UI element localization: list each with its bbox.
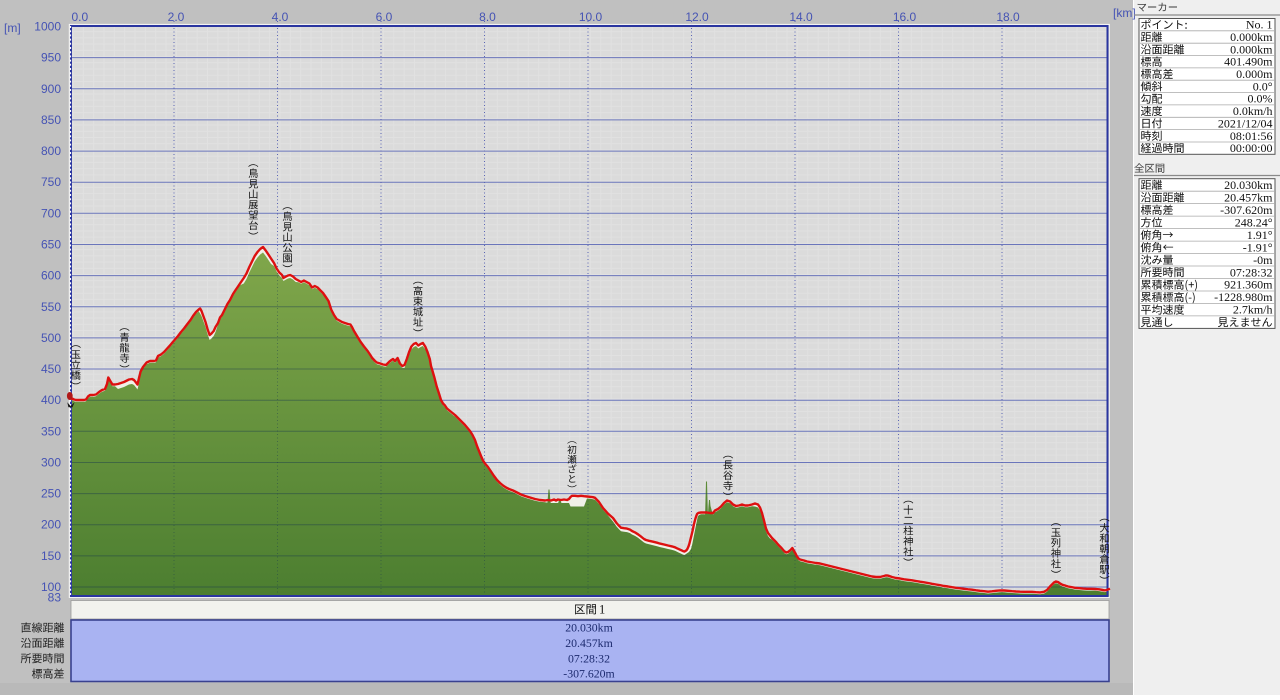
- svg-text:8.0: 8.0: [479, 10, 496, 24]
- svg-text:16.0: 16.0: [893, 10, 917, 24]
- svg-text:400: 400: [41, 393, 61, 407]
- svg-text:0.000km: 0.000km: [1230, 30, 1273, 44]
- svg-text:950: 950: [41, 51, 61, 65]
- svg-text:800: 800: [41, 144, 61, 158]
- svg-text:700: 700: [41, 206, 61, 220]
- svg-text:2021/12/04: 2021/12/04: [1218, 116, 1273, 130]
- svg-text:150: 150: [41, 549, 61, 563]
- svg-text:0.0km/h: 0.0km/h: [1233, 104, 1273, 118]
- svg-text:0.000m: 0.000m: [1236, 67, 1273, 81]
- svg-text:200: 200: [41, 518, 61, 532]
- svg-text:-307.620m: -307.620m: [1220, 203, 1273, 217]
- svg-text:20.030km: 20.030km: [565, 621, 613, 635]
- svg-text:12.0: 12.0: [685, 10, 709, 24]
- svg-text:07:28:32: 07:28:32: [568, 651, 610, 665]
- svg-text:1: 1: [599, 603, 605, 617]
- svg-text:900: 900: [41, 82, 61, 96]
- svg-text:00:00:00: 00:00:00: [1230, 141, 1273, 155]
- svg-text:08:01:56: 08:01:56: [1230, 129, 1273, 143]
- svg-text:-1.91°: -1.91°: [1243, 240, 1273, 254]
- svg-text:14.0: 14.0: [789, 10, 813, 24]
- svg-text:2.0: 2.0: [168, 10, 185, 24]
- svg-text:6.0: 6.0: [376, 10, 393, 24]
- svg-text:921.360m: 921.360m: [1224, 278, 1273, 292]
- svg-text:750: 750: [41, 175, 61, 189]
- svg-text:850: 850: [41, 113, 61, 127]
- svg-text:1000: 1000: [34, 20, 61, 34]
- svg-text:0.0°: 0.0°: [1253, 79, 1273, 93]
- svg-text:20.457km: 20.457km: [565, 636, 613, 650]
- svg-text:350: 350: [41, 424, 61, 438]
- svg-text:[km]: [km]: [1113, 6, 1136, 20]
- svg-text:300: 300: [41, 456, 61, 470]
- svg-text:0.0: 0.0: [72, 10, 89, 24]
- svg-text:[m]: [m]: [4, 21, 21, 35]
- svg-text:250: 250: [41, 487, 61, 501]
- svg-text:No. 1: No. 1: [1246, 18, 1273, 32]
- svg-text:1.91°: 1.91°: [1247, 228, 1273, 242]
- svg-text:20.030km: 20.030km: [1224, 178, 1273, 192]
- svg-text:450: 450: [41, 362, 61, 376]
- svg-text:248.24°: 248.24°: [1235, 215, 1273, 229]
- svg-text:07:28:32: 07:28:32: [1230, 265, 1273, 279]
- svg-text:4.0: 4.0: [272, 10, 289, 24]
- svg-text:2.7km/h: 2.7km/h: [1233, 303, 1273, 317]
- svg-text:-307.620m: -307.620m: [563, 667, 614, 681]
- svg-text:18.0: 18.0: [996, 10, 1020, 24]
- svg-text:500: 500: [41, 331, 61, 345]
- svg-text:-0m: -0m: [1253, 253, 1273, 267]
- svg-text:0.0%: 0.0%: [1248, 92, 1273, 106]
- svg-text:10.0: 10.0: [579, 10, 603, 24]
- svg-text:83: 83: [48, 591, 62, 605]
- svg-text:-1228.980m: -1228.980m: [1214, 290, 1273, 304]
- svg-text:550: 550: [41, 300, 61, 314]
- svg-text:100: 100: [41, 580, 61, 594]
- svg-text:650: 650: [41, 238, 61, 252]
- svg-text:20.457km: 20.457km: [1224, 190, 1273, 204]
- svg-text:401.490m: 401.490m: [1224, 55, 1273, 69]
- svg-text:600: 600: [41, 269, 61, 283]
- svg-text:0.000km: 0.000km: [1230, 42, 1273, 56]
